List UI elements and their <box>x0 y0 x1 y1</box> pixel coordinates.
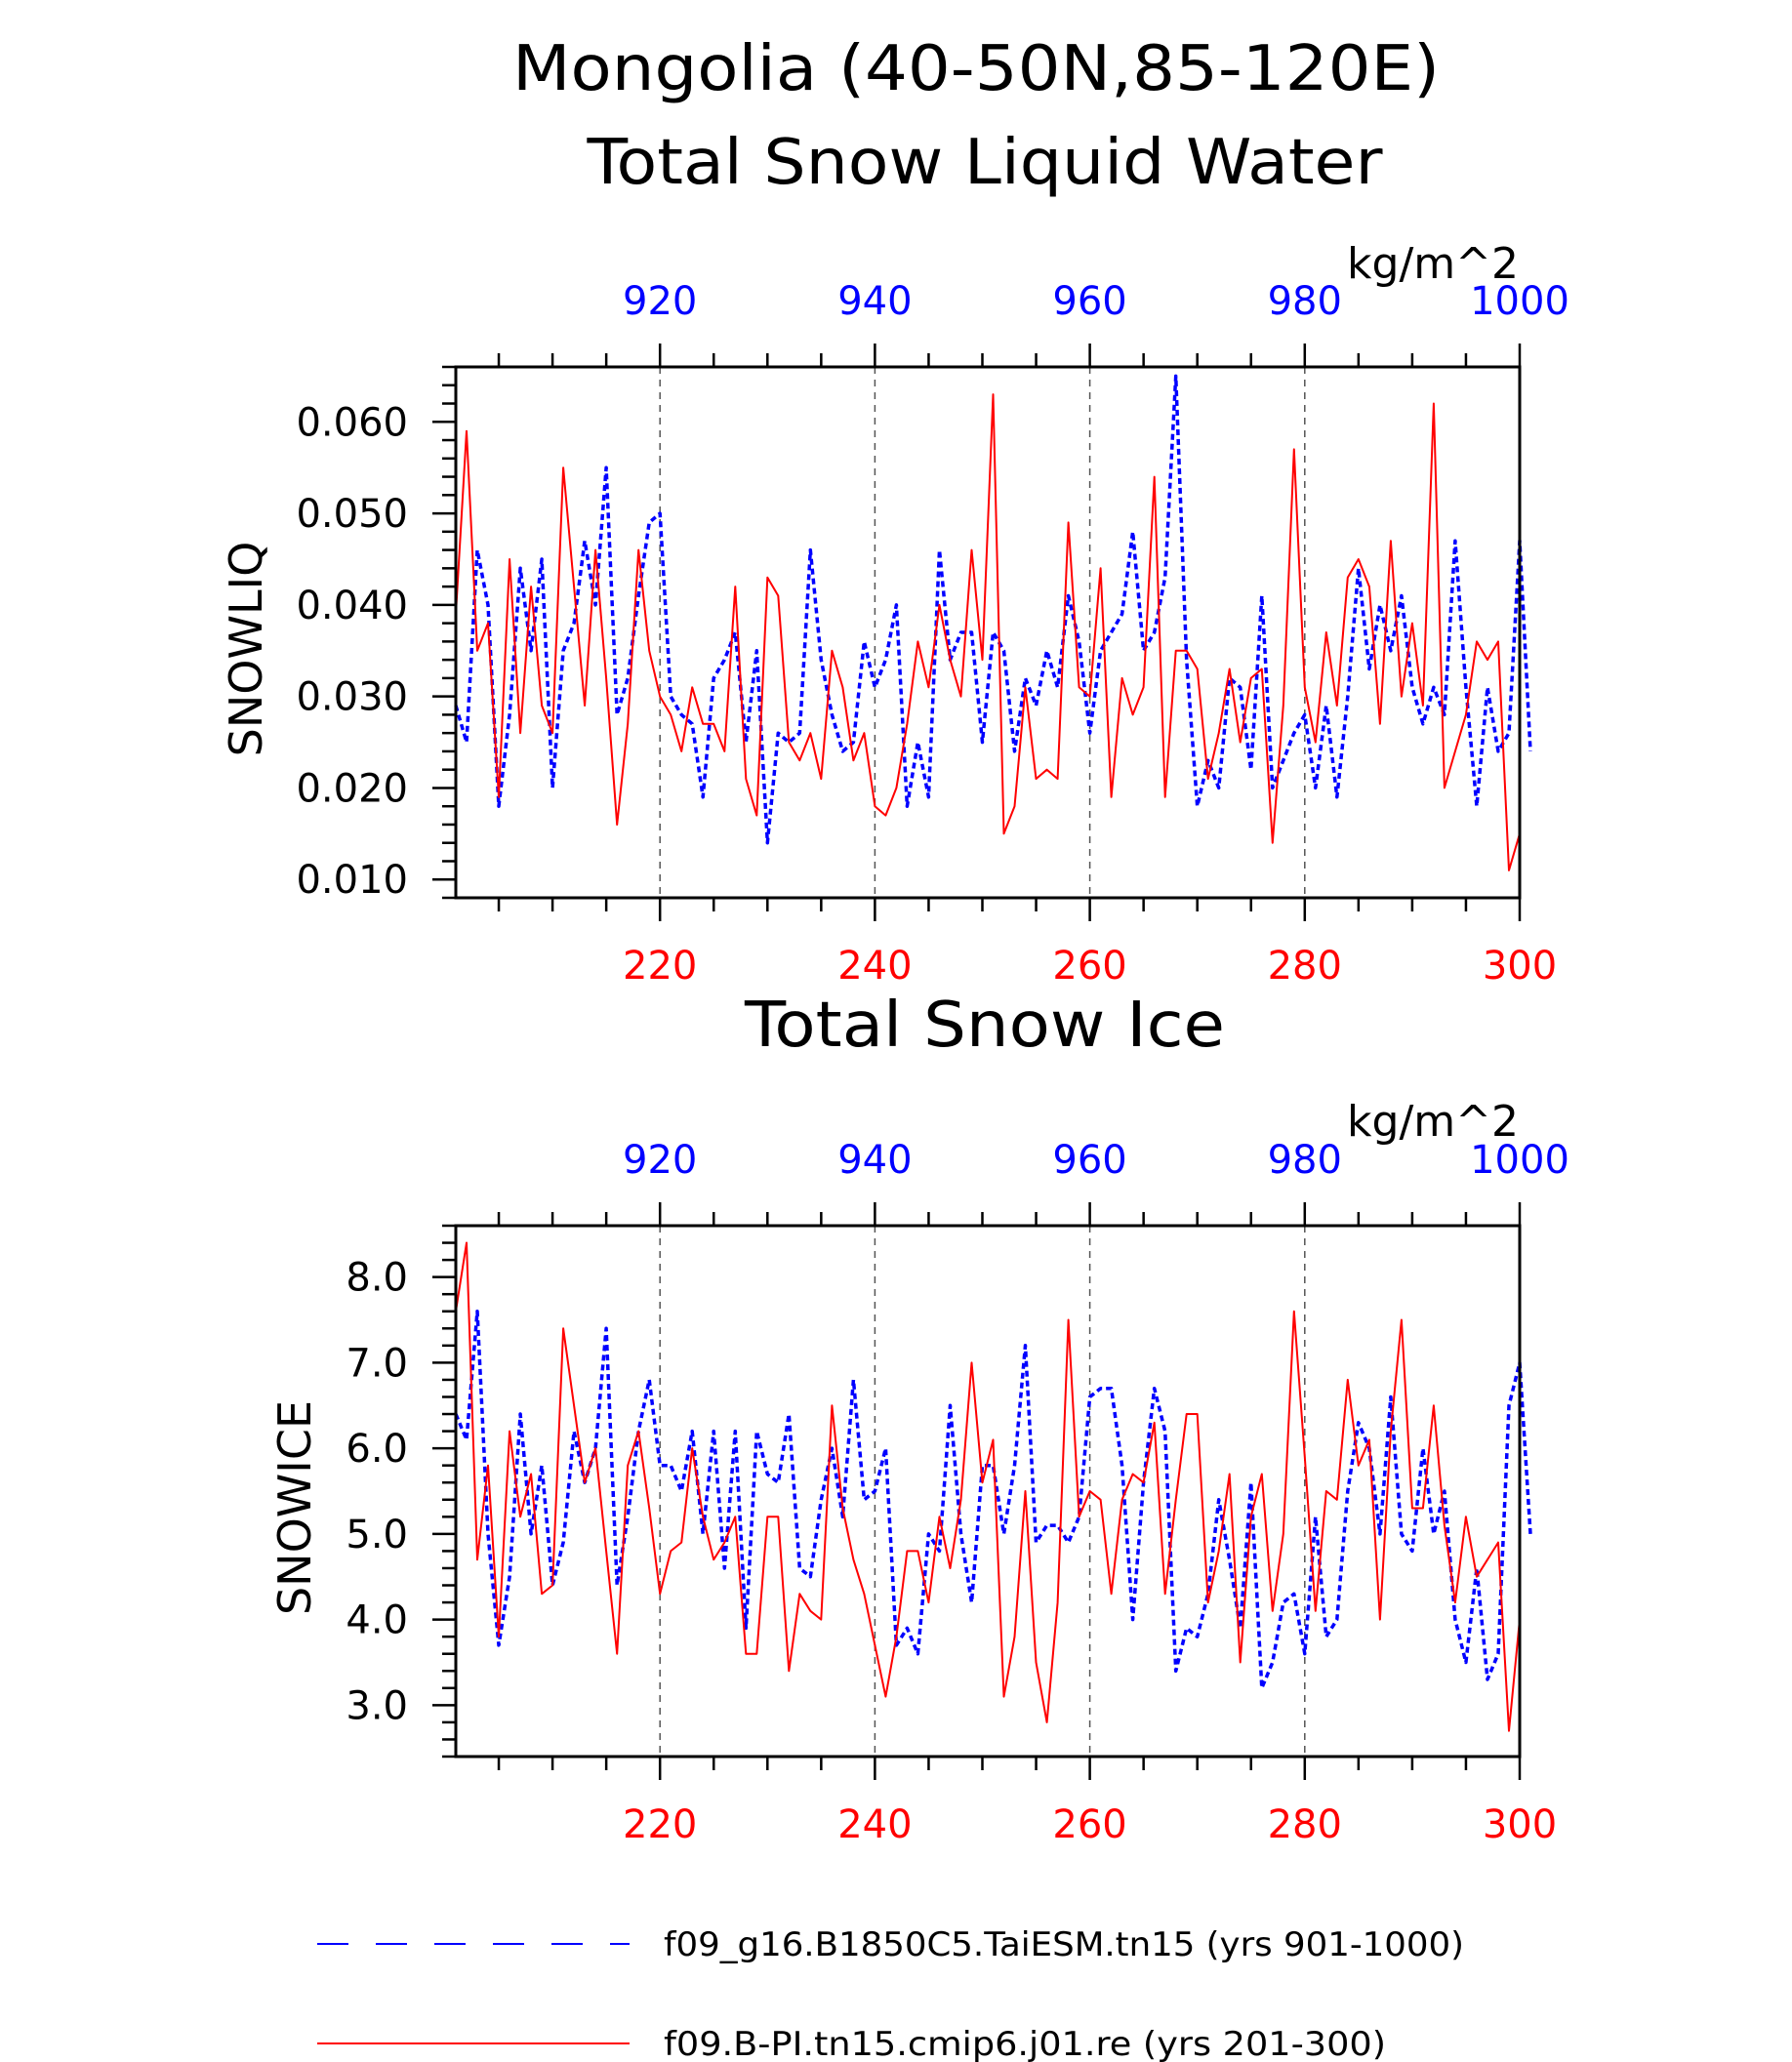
plot-frame <box>454 365 1522 900</box>
y-tick-label: 0.050 <box>296 492 408 537</box>
x-tick-label: 220 <box>623 1802 697 1847</box>
top-x-tick-label: 1000 <box>1470 1138 1569 1183</box>
plot-frame <box>454 1224 1522 1759</box>
y-tick-label: 6.0 <box>346 1427 408 1472</box>
panel-snowice: Total Snow Ice kg/m^2 SNOWICE 220 240 260 2… <box>268 990 1569 1847</box>
panel-snowliq: Total Snow Liquid Water kg/m^2 SNOWLIQ 2… <box>220 127 1569 989</box>
y-axis-label: SNOWICE <box>268 1400 321 1615</box>
legend: f09_g16.B1850C5.TaiESM.tn15 (yrs 901-100… <box>317 1925 1464 2062</box>
series-line-red <box>455 1241 1521 1732</box>
top-x-tick-label: 940 <box>837 279 912 324</box>
legend-label-blue: f09_g16.B1850C5.TaiESM.tn15 (yrs 901-100… <box>664 1925 1464 1964</box>
series-line-red <box>455 393 1521 871</box>
top-x-tick-label: 960 <box>1052 279 1126 324</box>
x-tick-label: 280 <box>1268 944 1342 989</box>
top-x-tick-label: 960 <box>1052 1138 1126 1183</box>
y-tick-label: 5.0 <box>346 1513 408 1557</box>
top-x-tick-label: 920 <box>623 1138 697 1183</box>
x-tick-label: 300 <box>1483 944 1557 989</box>
figure-title: Mongolia (40-50N,85-120E) <box>512 33 1440 105</box>
top-x-tick-label: 1000 <box>1470 279 1569 324</box>
y-tick-label: 7.0 <box>346 1341 408 1386</box>
panel-title: Total Snow Ice <box>744 990 1225 1062</box>
series-line-blue <box>454 374 1532 845</box>
y-tick-label: 3.0 <box>346 1683 408 1728</box>
x-tick-label: 280 <box>1268 1802 1342 1847</box>
y-tick-label: 4.0 <box>346 1598 408 1643</box>
y-tick-label: 0.060 <box>296 400 408 445</box>
panel-title: Total Snow Liquid Water <box>586 127 1383 199</box>
units-label: kg/m^2 <box>1347 1097 1519 1147</box>
y-tick-label: 0.020 <box>296 766 408 811</box>
x-tick-label: 300 <box>1483 1802 1557 1847</box>
top-x-tick-label: 940 <box>837 1138 912 1183</box>
y-tick-label: 0.030 <box>296 675 408 720</box>
x-tick-label: 260 <box>1052 1802 1126 1847</box>
units-label: kg/m^2 <box>1347 239 1519 289</box>
x-tick-label: 220 <box>623 944 697 989</box>
top-x-tick-label: 920 <box>623 279 697 324</box>
top-x-tick-label: 980 <box>1268 1138 1342 1183</box>
x-tick-label: 240 <box>837 1802 912 1847</box>
x-tick-label: 260 <box>1052 944 1126 989</box>
y-tick-label: 8.0 <box>346 1256 408 1301</box>
x-tick-label: 240 <box>837 944 912 989</box>
y-tick-label: 0.010 <box>296 858 408 903</box>
legend-label-red: f09.B-PI.tn15.cmip6.j01.re (yrs 201-300) <box>664 2025 1386 2062</box>
series-line-blue <box>454 1309 1532 1690</box>
top-x-tick-label: 980 <box>1268 279 1342 324</box>
y-axis-label: SNOWLIQ <box>220 542 272 757</box>
y-tick-label: 0.040 <box>296 584 408 628</box>
